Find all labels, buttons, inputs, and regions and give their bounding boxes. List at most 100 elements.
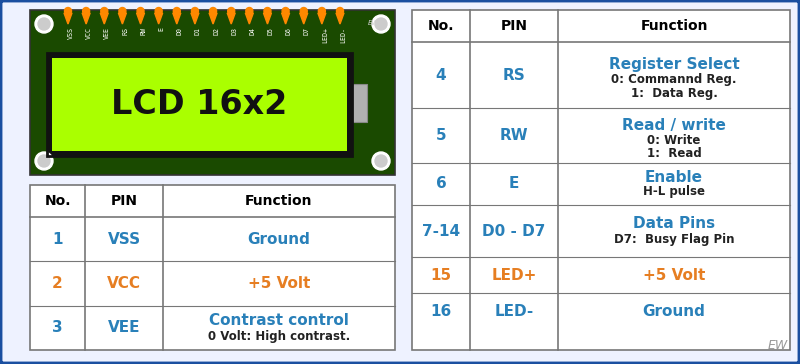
Bar bbox=[412, 10, 790, 350]
Polygon shape bbox=[282, 13, 290, 24]
Polygon shape bbox=[209, 13, 217, 24]
Circle shape bbox=[155, 8, 162, 15]
Text: H-L pulse: H-L pulse bbox=[643, 186, 705, 198]
Polygon shape bbox=[100, 13, 108, 24]
Polygon shape bbox=[336, 13, 344, 24]
Polygon shape bbox=[154, 13, 162, 24]
Text: 1:  Read: 1: Read bbox=[646, 147, 702, 160]
Text: PIN: PIN bbox=[501, 19, 527, 33]
Circle shape bbox=[82, 8, 90, 15]
Bar bbox=[352, 84, 367, 122]
Circle shape bbox=[35, 15, 53, 33]
Text: No.: No. bbox=[44, 194, 70, 208]
Text: Function: Function bbox=[246, 194, 313, 208]
Text: E: E bbox=[509, 177, 519, 191]
Circle shape bbox=[35, 152, 53, 170]
Circle shape bbox=[375, 155, 387, 167]
Circle shape bbox=[38, 18, 50, 30]
Text: Register Select: Register Select bbox=[609, 58, 739, 72]
Text: 16: 16 bbox=[430, 304, 452, 319]
Text: 3: 3 bbox=[52, 320, 63, 335]
Bar bbox=[52, 58, 347, 151]
Circle shape bbox=[191, 8, 198, 15]
Polygon shape bbox=[191, 13, 199, 24]
Text: +5 Volt: +5 Volt bbox=[248, 276, 310, 291]
Circle shape bbox=[337, 8, 343, 15]
Circle shape bbox=[375, 18, 387, 30]
Text: VSS: VSS bbox=[107, 232, 141, 247]
Circle shape bbox=[246, 8, 253, 15]
Polygon shape bbox=[318, 13, 326, 24]
Polygon shape bbox=[300, 13, 308, 24]
Circle shape bbox=[372, 15, 390, 33]
Text: RW: RW bbox=[500, 128, 528, 143]
Text: LED-: LED- bbox=[340, 27, 346, 43]
Polygon shape bbox=[118, 13, 126, 24]
Text: VEE: VEE bbox=[108, 320, 140, 335]
Text: VEE: VEE bbox=[104, 27, 110, 39]
Text: D0: D0 bbox=[177, 27, 182, 35]
Text: EW: EW bbox=[768, 339, 788, 352]
Circle shape bbox=[318, 8, 326, 15]
Text: 2: 2 bbox=[52, 276, 63, 291]
Circle shape bbox=[228, 8, 234, 15]
Text: EW: EW bbox=[367, 20, 378, 26]
Text: 0 Volt: High contrast.: 0 Volt: High contrast. bbox=[208, 331, 350, 343]
Circle shape bbox=[282, 8, 289, 15]
Text: +5 Volt: +5 Volt bbox=[643, 268, 705, 282]
Bar bbox=[47, 53, 352, 156]
Text: 1: 1 bbox=[52, 232, 62, 247]
Text: 1:  Data Reg.: 1: Data Reg. bbox=[630, 87, 718, 99]
Polygon shape bbox=[82, 13, 90, 24]
Circle shape bbox=[372, 152, 390, 170]
Bar bbox=[30, 185, 395, 350]
Text: VSS: VSS bbox=[68, 27, 74, 39]
Text: 15: 15 bbox=[430, 268, 451, 282]
Polygon shape bbox=[263, 13, 271, 24]
Text: E: E bbox=[158, 27, 165, 31]
Polygon shape bbox=[227, 13, 235, 24]
Circle shape bbox=[38, 155, 50, 167]
Text: D4: D4 bbox=[250, 27, 255, 35]
Text: RS: RS bbox=[502, 67, 526, 83]
Text: VCC: VCC bbox=[107, 276, 141, 291]
Text: Enable: Enable bbox=[645, 170, 703, 185]
Polygon shape bbox=[64, 13, 72, 24]
Text: LED+: LED+ bbox=[491, 268, 537, 282]
Bar bbox=[47, 53, 352, 156]
Text: D3: D3 bbox=[231, 27, 237, 35]
Text: 0: Commannd Reg.: 0: Commannd Reg. bbox=[611, 74, 737, 87]
Text: LED+: LED+ bbox=[322, 27, 328, 43]
Circle shape bbox=[65, 8, 71, 15]
Text: D0 - D7: D0 - D7 bbox=[482, 223, 546, 238]
Polygon shape bbox=[173, 13, 181, 24]
Text: Function: Function bbox=[640, 19, 708, 33]
Text: Ground: Ground bbox=[642, 304, 706, 319]
Circle shape bbox=[300, 8, 307, 15]
Text: D5: D5 bbox=[267, 27, 274, 35]
Text: VCC: VCC bbox=[86, 27, 92, 39]
Text: Ground: Ground bbox=[247, 232, 310, 247]
Text: D7: D7 bbox=[304, 27, 310, 35]
Text: D7:  Busy Flag Pin: D7: Busy Flag Pin bbox=[614, 233, 734, 245]
Text: D2: D2 bbox=[213, 27, 219, 35]
Bar bbox=[30, 10, 395, 175]
Text: No.: No. bbox=[428, 19, 454, 33]
Text: Data Pins: Data Pins bbox=[633, 217, 715, 232]
Text: D6: D6 bbox=[286, 27, 292, 35]
Text: 0: Write: 0: Write bbox=[647, 134, 701, 147]
Circle shape bbox=[119, 8, 126, 15]
Polygon shape bbox=[246, 13, 254, 24]
Text: LED-: LED- bbox=[494, 304, 534, 319]
Circle shape bbox=[137, 8, 144, 15]
Text: 6: 6 bbox=[436, 177, 446, 191]
Text: LCD 16x2: LCD 16x2 bbox=[111, 88, 288, 121]
Text: 4: 4 bbox=[436, 67, 446, 83]
Text: D1: D1 bbox=[195, 27, 201, 35]
Text: Read / write: Read / write bbox=[622, 118, 726, 133]
Text: PIN: PIN bbox=[110, 194, 138, 208]
Text: RW: RW bbox=[141, 27, 146, 35]
Circle shape bbox=[174, 8, 180, 15]
Polygon shape bbox=[137, 13, 145, 24]
Text: 7-14: 7-14 bbox=[422, 223, 460, 238]
